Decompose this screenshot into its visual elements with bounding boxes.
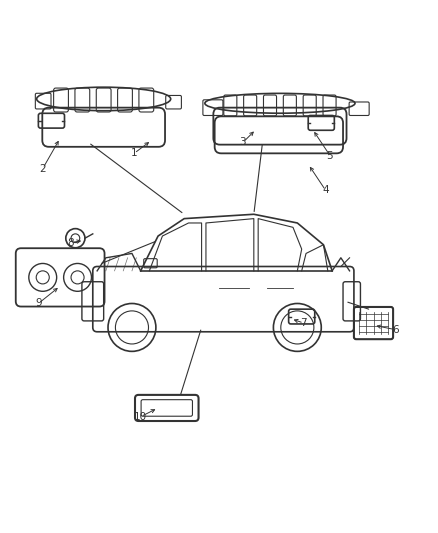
Text: 8: 8 — [68, 238, 74, 247]
Text: 9: 9 — [35, 298, 42, 309]
Text: 1: 1 — [131, 148, 138, 158]
Text: 7: 7 — [300, 318, 307, 328]
Text: 5: 5 — [327, 150, 333, 160]
Text: 10: 10 — [134, 411, 147, 422]
Text: 4: 4 — [322, 185, 329, 195]
Text: 6: 6 — [392, 325, 399, 335]
Text: 3: 3 — [240, 138, 246, 148]
Text: 2: 2 — [39, 164, 46, 174]
